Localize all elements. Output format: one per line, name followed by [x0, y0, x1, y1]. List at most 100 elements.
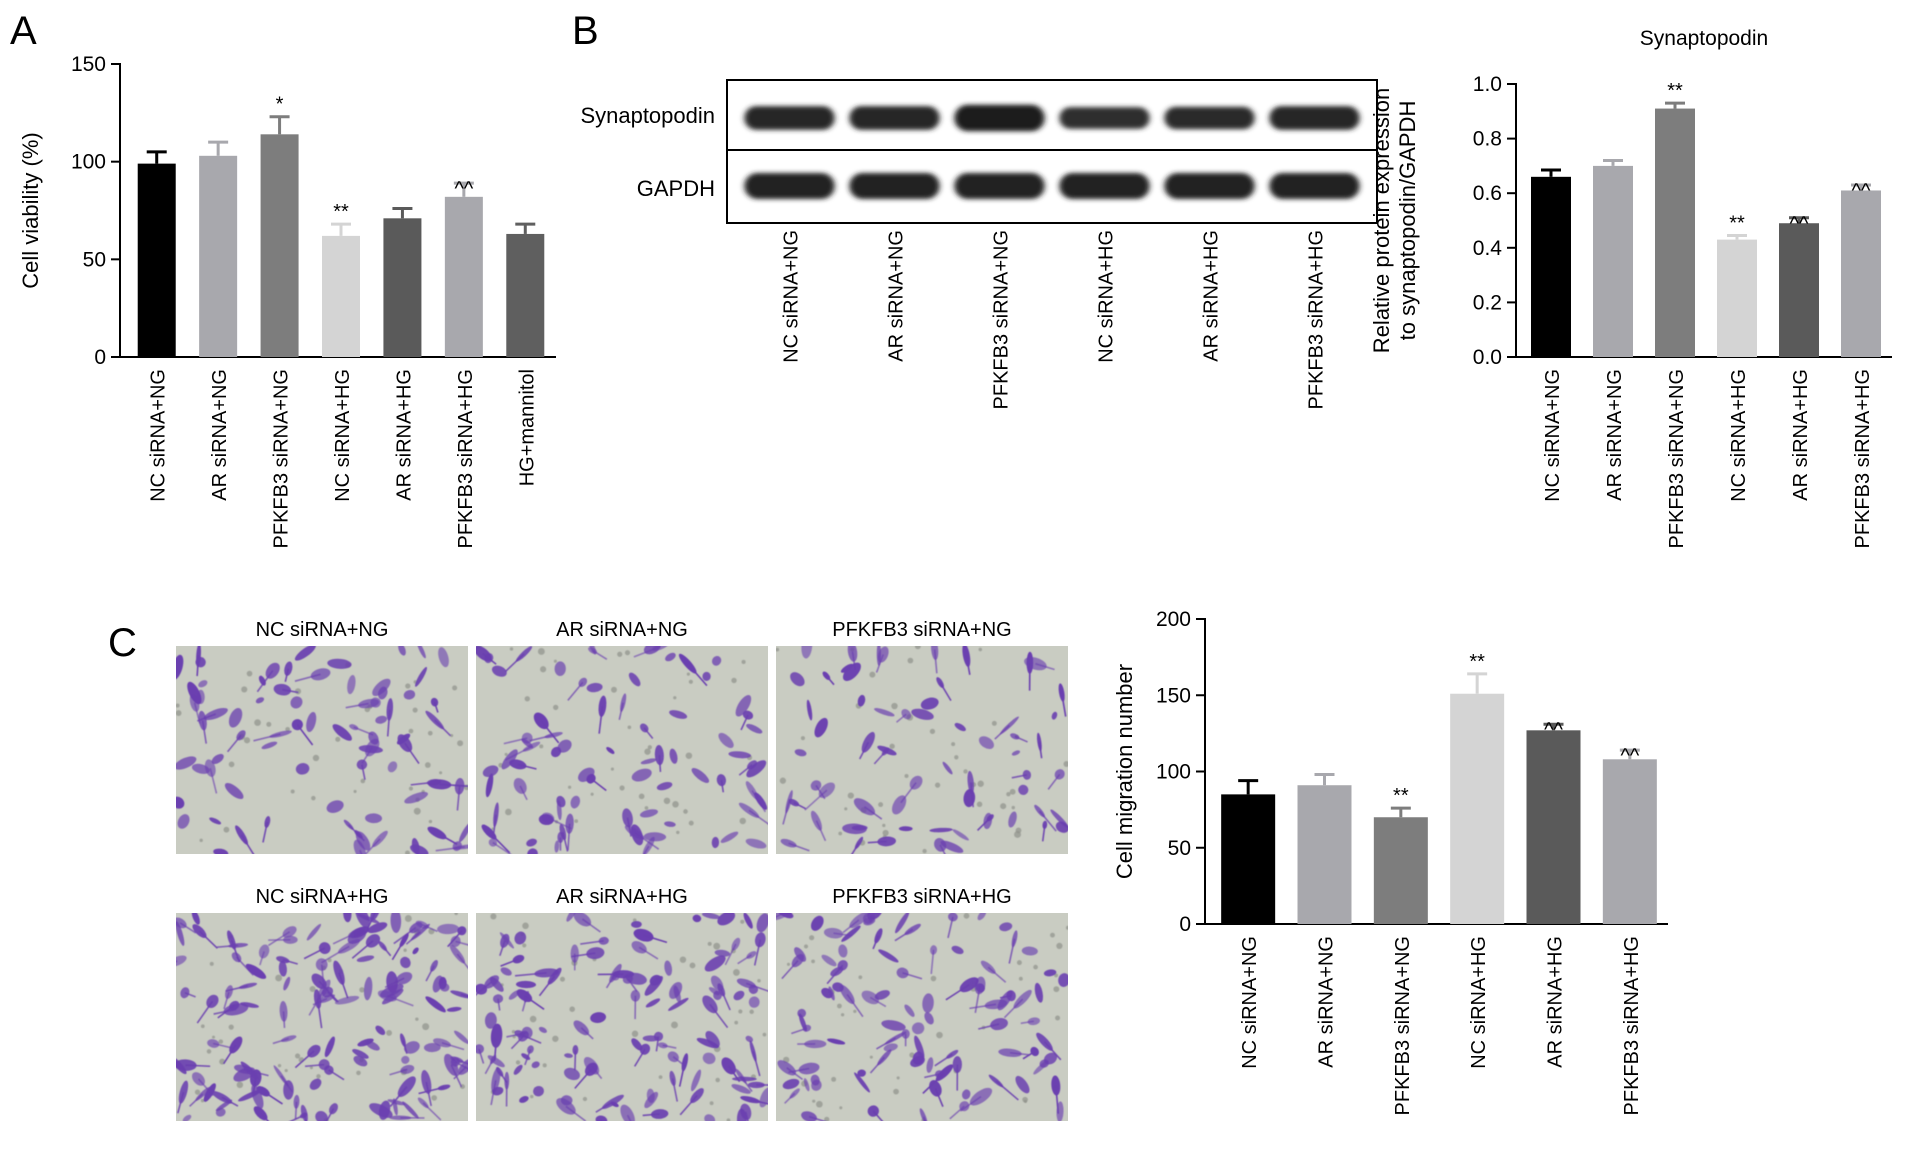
stained-cell: [398, 646, 406, 656]
stained-cell: [954, 722, 966, 732]
stained-cell: [309, 1078, 322, 1090]
stained-cell: [702, 671, 711, 681]
stained-cell: [714, 949, 731, 957]
pore-speck: [552, 1035, 559, 1042]
cell-process: [223, 991, 230, 1010]
cell-process: [999, 994, 1012, 999]
pore-speck: [567, 785, 572, 789]
pore-speck: [211, 1035, 216, 1039]
cell-process: [262, 1090, 283, 1105]
pore-speck: [776, 647, 780, 652]
micrograph-label: NC siRNA+HG: [256, 886, 389, 908]
stained-cell: [501, 749, 518, 770]
micrograph-label: NC siRNA+NG: [256, 619, 389, 641]
blot-label-synaptopodin: Synaptopodin: [580, 103, 715, 128]
cell-process: [753, 939, 762, 966]
cell-process: [179, 922, 197, 934]
pore-speck: [439, 771, 443, 775]
cell-process: [316, 998, 323, 1029]
pore-speck: [671, 1021, 678, 1029]
blot-band: [1164, 173, 1255, 199]
stained-cell: [278, 960, 287, 977]
pore-speck: [762, 1032, 767, 1037]
stained-cell: [841, 925, 861, 942]
y-tick-label: 100: [71, 151, 106, 174]
stained-cell: [999, 922, 1013, 932]
stained-cell: [877, 646, 889, 663]
stained-cell: [911, 1022, 925, 1035]
cell-process: [519, 785, 528, 801]
cell-process: [894, 928, 914, 942]
pore-speck: [673, 696, 677, 700]
micrograph-tile: [776, 646, 1068, 854]
stained-cell: [295, 763, 310, 775]
pore-speck: [713, 942, 721, 950]
cell-process: [900, 782, 917, 804]
cell-process: [720, 779, 725, 793]
y-tick-label: 200: [1156, 608, 1191, 631]
cell-process: [1047, 773, 1061, 790]
stained-cell: [400, 1064, 415, 1074]
pore-speck: [1023, 1099, 1028, 1103]
stained-cell: [211, 753, 224, 765]
cell-process: [876, 1037, 896, 1050]
stained-cell: [673, 985, 681, 1003]
stained-cell: [412, 947, 419, 955]
cell-process: [410, 781, 435, 786]
pore-speck: [452, 685, 458, 691]
stained-cell: [754, 792, 768, 810]
stained-cell: [842, 823, 867, 835]
cell-process: [547, 817, 572, 830]
stained-cell: [610, 1101, 619, 1108]
pore-speck: [839, 1106, 843, 1110]
micrograph-label: PFKFB3 siRNA+HG: [832, 886, 1011, 908]
cell-process: [294, 1101, 298, 1120]
cell-process: [626, 1114, 632, 1121]
category-label: AR siRNA+NG: [1316, 936, 1338, 1068]
stained-cell: [353, 839, 367, 854]
stained-cell: [404, 1041, 420, 1054]
pore-speck: [689, 962, 696, 969]
cell-process: [581, 918, 601, 933]
stained-cell: [895, 913, 910, 934]
pore-speck: [644, 748, 651, 755]
cell-process: [338, 972, 349, 999]
cell-process: [902, 972, 923, 980]
stained-cell: [975, 983, 986, 993]
pore-speck: [176, 710, 182, 716]
stained-cell: [952, 829, 969, 841]
pore-speck: [936, 1031, 943, 1039]
stained-cell: [224, 985, 233, 999]
stained-cell: [878, 949, 899, 963]
pore-speck: [200, 1098, 205, 1103]
stained-cell: [904, 1004, 915, 1017]
chart-title: Synaptopodin: [1640, 27, 1768, 50]
stained-cell: [718, 732, 734, 748]
cell-process: [425, 965, 435, 982]
stained-cell: [942, 761, 953, 775]
pore-speck: [951, 742, 956, 747]
pore-speck: [907, 657, 914, 664]
stained-cell: [874, 990, 890, 1000]
pore-speck: [542, 1063, 547, 1068]
stained-cell: [533, 1085, 544, 1097]
stained-cell: [690, 1069, 702, 1092]
cell-process: [404, 742, 420, 764]
blot-band: [1059, 173, 1150, 199]
cell-process: [294, 1050, 315, 1069]
stained-cell: [590, 1012, 607, 1023]
cell-process: [846, 993, 864, 1018]
pore-speck: [199, 838, 203, 842]
y-tick-label: 0: [94, 346, 106, 369]
cell-process: [618, 702, 624, 720]
pore-speck: [254, 719, 261, 726]
pore-speck: [228, 761, 235, 768]
cell-process: [987, 966, 1007, 983]
cell-process: [930, 949, 935, 975]
pore-speck: [893, 1088, 899, 1095]
stained-cell: [327, 658, 352, 669]
y-tick-label: 150: [1156, 684, 1191, 707]
cell-process: [1035, 662, 1055, 671]
y-tick-label: 50: [1168, 837, 1191, 860]
